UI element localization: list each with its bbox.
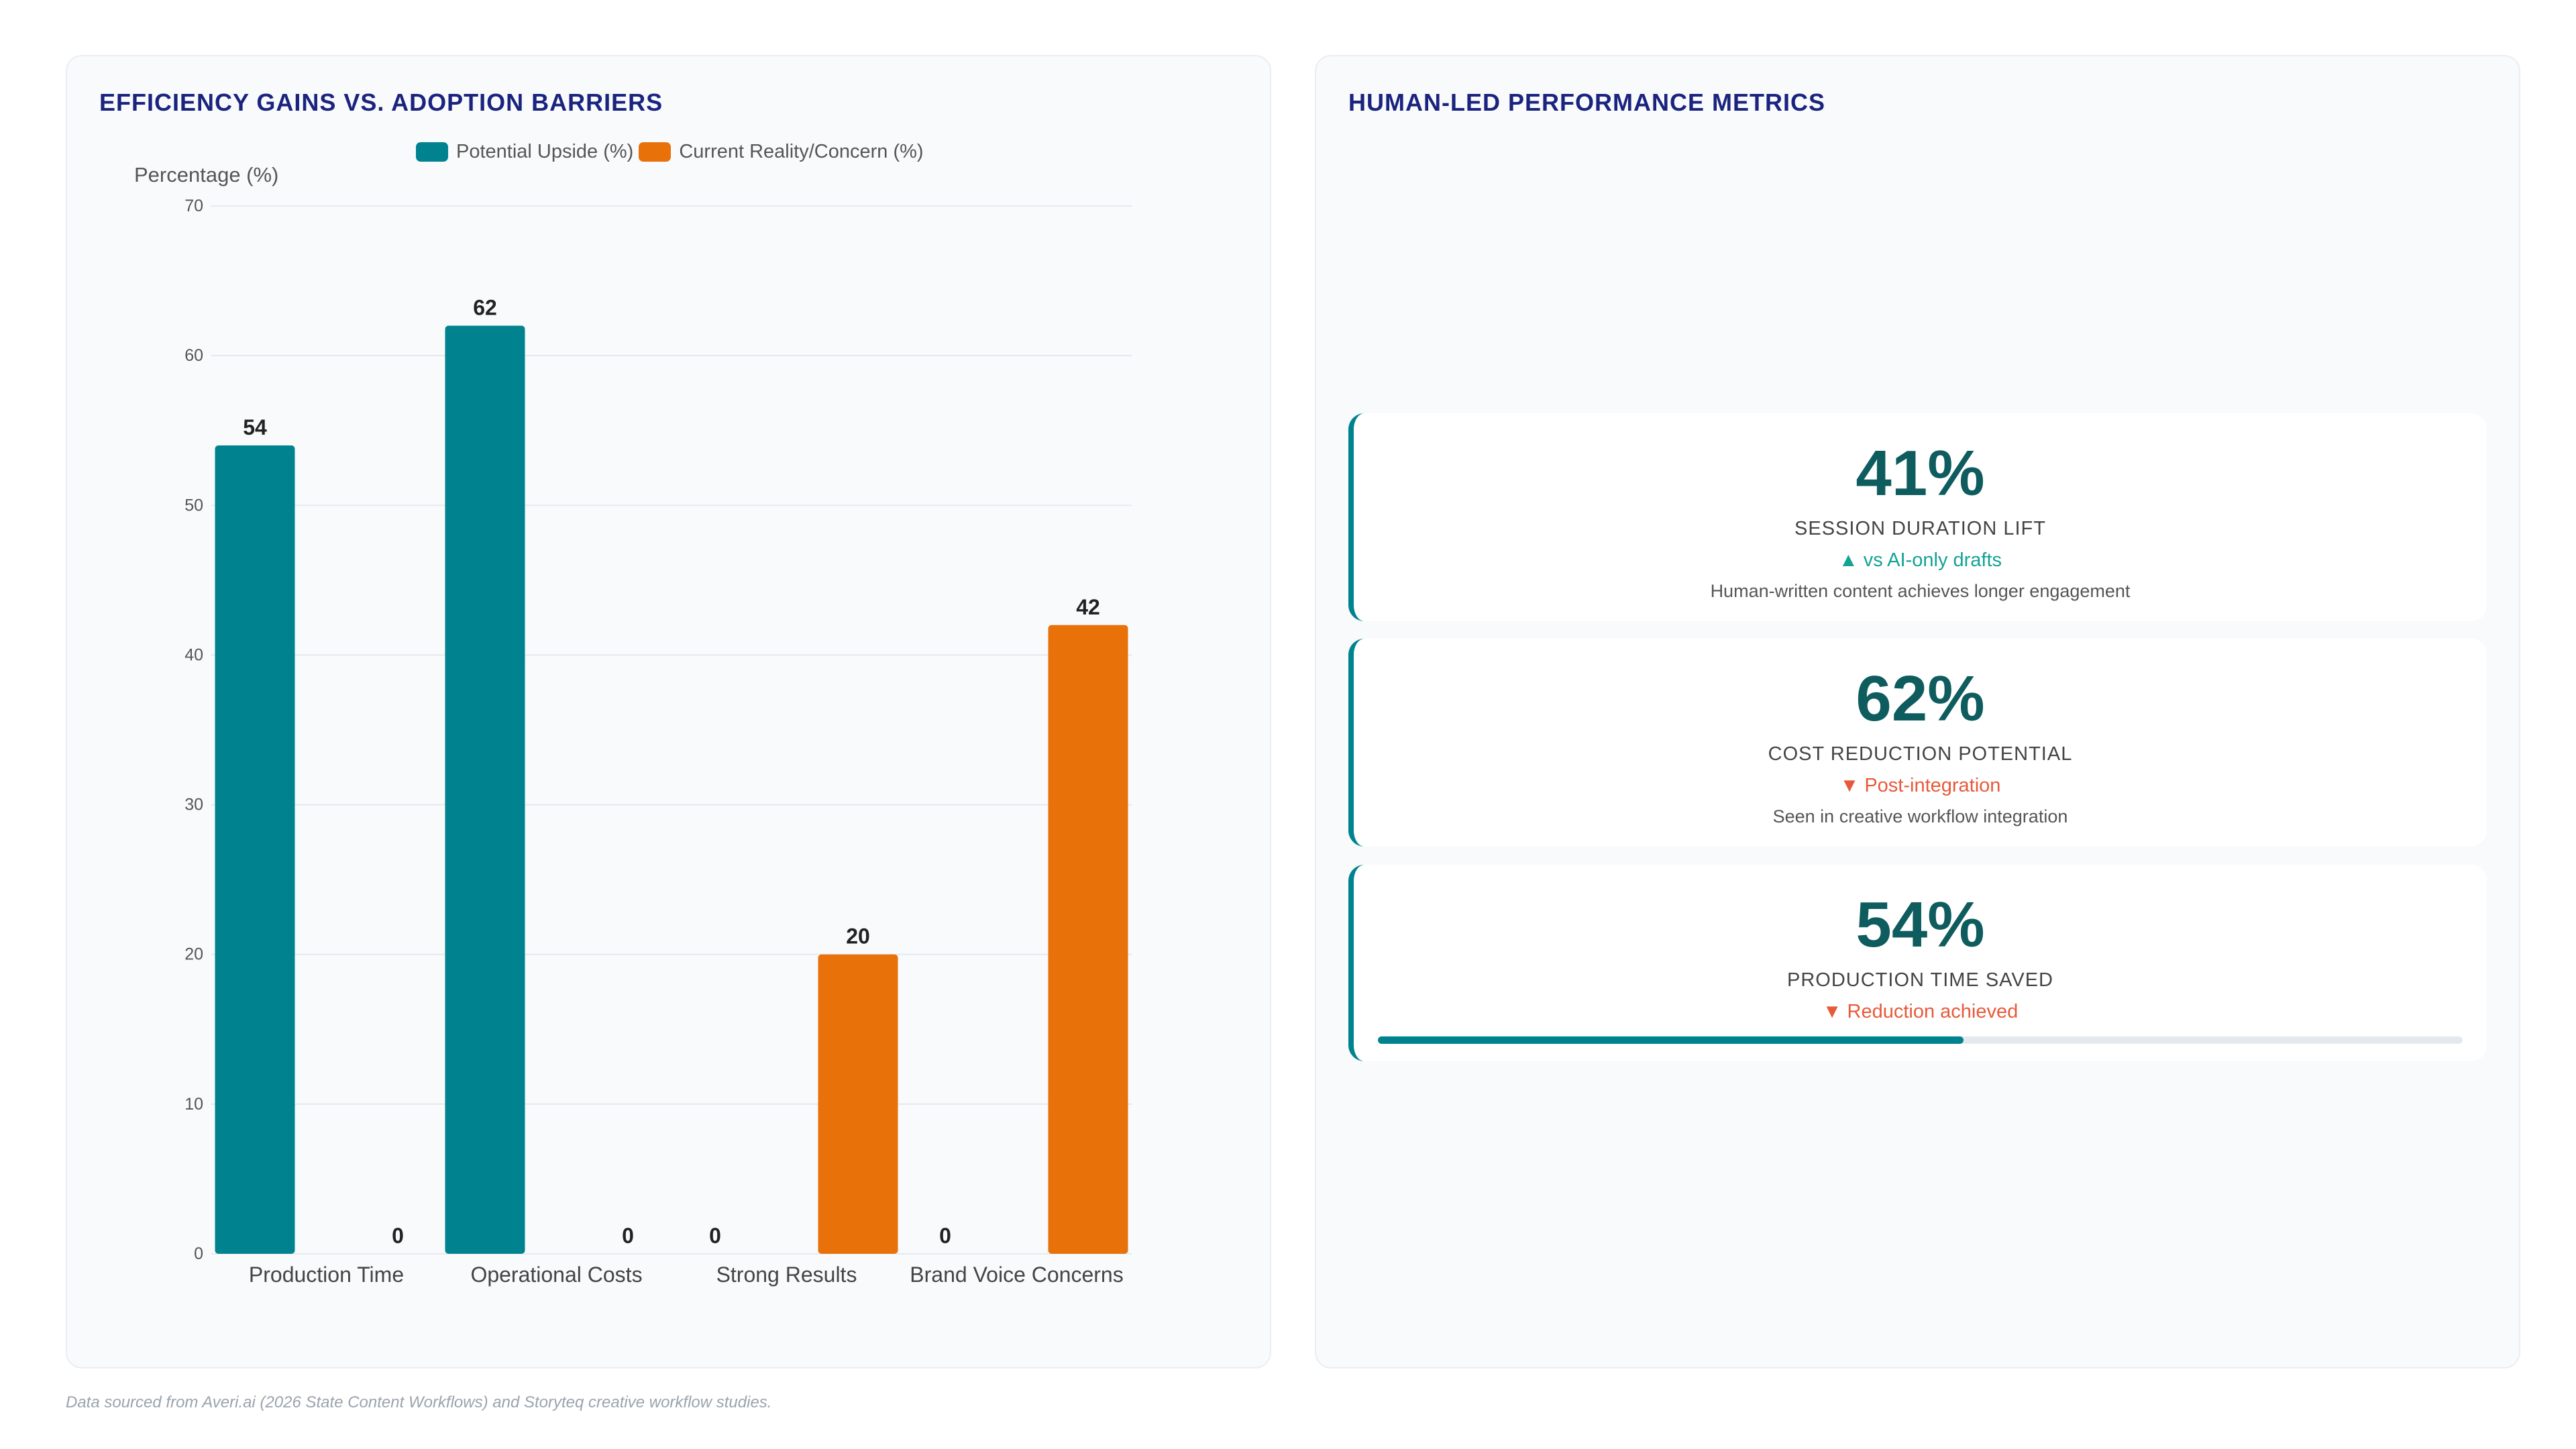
- data-label: 0: [392, 1224, 404, 1248]
- data-label: 54: [243, 415, 267, 439]
- data-label: 42: [1076, 595, 1100, 619]
- legend-swatch-upside: [416, 142, 448, 162]
- metric-description: Human-written content achieves longer en…: [1710, 581, 2131, 601]
- metrics-panel: HUMAN-LED PERFORMANCE METRICS 41% SESSIO…: [1315, 55, 2520, 1368]
- chart-legend: Potential Upside (%) Current Reality/Con…: [416, 141, 929, 163]
- metrics-title: HUMAN-LED PERFORMANCE METRICS: [1348, 89, 1825, 116]
- metric-change: ▼ Post-integration: [1839, 775, 2001, 796]
- x-tick-label: Production Time: [249, 1263, 404, 1287]
- x-tick-label: Brand Voice Concerns: [910, 1263, 1123, 1287]
- progress-fill: [1378, 1036, 1964, 1044]
- metric-change: ▲ vs AI-only drafts: [1838, 549, 2002, 571]
- metric-value: 54%: [1856, 889, 1985, 961]
- metric-label: PRODUCTION TIME SAVED: [1787, 969, 2053, 991]
- legend-label-upside: Potential Upside (%): [456, 141, 634, 162]
- x-tick-label: Operational Costs: [470, 1263, 642, 1287]
- legend-item-upside[interactable]: Potential Upside (%): [416, 141, 633, 163]
- source-footnote: Data sourced from Averi.ai (2026 State C…: [66, 1393, 772, 1411]
- y-tick-label: 30: [184, 796, 203, 814]
- chart-panel: EFFICIENCY GAINS VS. ADOPTION BARRIERS P…: [66, 55, 1271, 1368]
- metric-card-session-duration: 41% SESSION DURATION LIFT ▲ vs AI-only d…: [1348, 413, 2487, 621]
- y-tick-label: 10: [184, 1095, 203, 1114]
- bar-upside: [215, 445, 295, 1254]
- legend-item-concern[interactable]: Current Reality/Concern (%): [639, 141, 924, 163]
- y-tick-label: 40: [184, 645, 203, 664]
- y-tick-label: 50: [184, 496, 203, 515]
- legend-swatch-concern: [639, 142, 672, 162]
- y-tick-label: 0: [194, 1244, 203, 1263]
- y-axis-label: Percentage (%): [134, 163, 278, 186]
- x-tick-label: Strong Results: [716, 1263, 857, 1287]
- metric-label: SESSION DURATION LIFT: [1794, 518, 2046, 539]
- metric-change: ▼ Reduction achieved: [1822, 1001, 2019, 1022]
- data-label: 0: [709, 1224, 721, 1248]
- bar-chart: Percentage (%) 0 10 20 30 40 50 60 70 54 0 Producti…: [134, 163, 1132, 1287]
- metric-description: Seen in creative workflow integration: [1772, 806, 2068, 826]
- data-label: 20: [846, 924, 870, 949]
- metric-label: COST REDUCTION POTENTIAL: [1768, 743, 2073, 765]
- y-tick-label: 20: [184, 945, 203, 964]
- y-tick-label: 70: [184, 197, 203, 215]
- metric-value: 62%: [1856, 663, 1985, 735]
- chart-title: EFFICIENCY GAINS VS. ADOPTION BARRIERS: [99, 89, 663, 116]
- data-label: 0: [939, 1224, 951, 1248]
- bar-concern: [818, 954, 898, 1254]
- metric-card-cost-reduction: 62% COST REDUCTION POTENTIAL ▼ Post-inte…: [1348, 639, 2487, 847]
- legend-label-concern: Current Reality/Concern (%): [679, 141, 924, 162]
- bar-upside: [445, 325, 525, 1254]
- metric-card-production-time: 54% PRODUCTION TIME SAVED ▼ Reduction ac…: [1348, 865, 2487, 1061]
- data-label: 62: [473, 296, 497, 320]
- bar-concern: [1048, 625, 1128, 1254]
- progress-bar: [1378, 1036, 2463, 1044]
- metric-value: 41%: [1856, 437, 1985, 509]
- y-tick-label: 60: [184, 346, 203, 365]
- data-label: 0: [622, 1224, 634, 1248]
